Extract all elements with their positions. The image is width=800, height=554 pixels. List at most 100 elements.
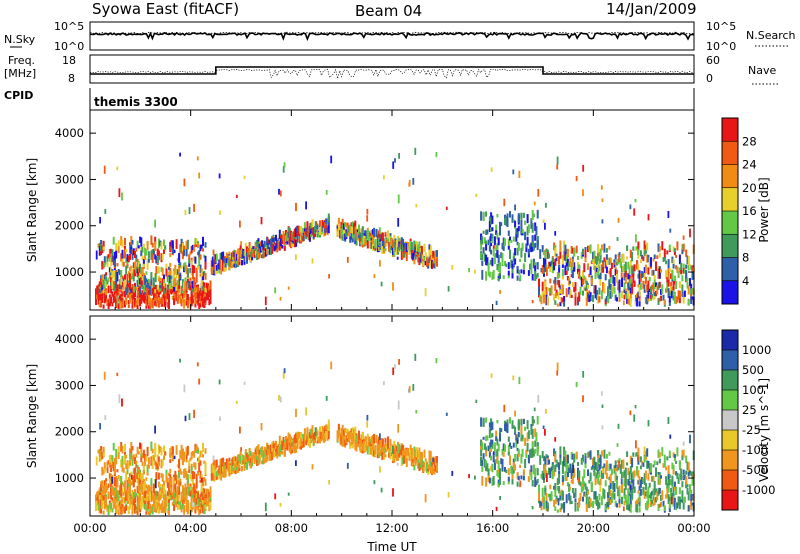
velocity-cell (678, 487, 681, 495)
power-cell (165, 291, 168, 299)
velocity-cell (238, 465, 241, 469)
power-cell (98, 246, 101, 252)
velocity-cell (341, 424, 344, 433)
power-ylabel: Slant Range [km] (25, 158, 39, 262)
power-cell (451, 264, 454, 270)
power-cell (516, 247, 519, 256)
power-cell (339, 227, 342, 231)
velocity-cell (628, 480, 631, 487)
velocity-cell (588, 500, 591, 509)
velocity-cell (117, 446, 120, 453)
velocity-cell (98, 506, 101, 513)
power-cell (370, 230, 373, 239)
velocity-cell (103, 468, 106, 473)
velocity-cell (573, 453, 576, 463)
velocity-cell (647, 460, 650, 469)
power-cell (426, 257, 428, 267)
velocity-cell (545, 500, 548, 509)
power-cell (550, 285, 553, 295)
velocity-cell (173, 503, 176, 512)
power-cell (530, 242, 533, 253)
power-cell (556, 164, 559, 170)
power-cell (100, 250, 103, 255)
power-cell (639, 259, 642, 264)
power-cell (96, 292, 99, 300)
velocity-cell (330, 361, 333, 370)
velocity-cell (100, 505, 103, 514)
velocity-cell (631, 457, 634, 468)
velocity-cell (348, 431, 350, 439)
power-cell (112, 294, 115, 304)
power-cell (207, 294, 209, 300)
velocity-cell (402, 444, 405, 455)
power-cell (183, 178, 186, 187)
velocity-cell (651, 490, 654, 496)
power-cell (549, 287, 552, 295)
velocity-cell (535, 480, 538, 486)
colorbar-segment (722, 164, 738, 188)
power-cell (321, 219, 324, 225)
power-cell (673, 291, 676, 295)
velocity-cell (602, 473, 605, 479)
velocity-cell (191, 492, 194, 499)
power-cell (112, 280, 115, 289)
velocity-cell (600, 496, 603, 506)
velocity-cell (98, 448, 101, 456)
velocity-cell (497, 460, 500, 469)
power-cell (366, 208, 369, 215)
power-cell (188, 280, 191, 289)
velocity-cell (483, 443, 486, 450)
freq-unit-label: [MHz] (4, 67, 36, 80)
velocity-cell (290, 447, 293, 454)
power-cell (418, 257, 421, 266)
velocity-cell (125, 505, 128, 511)
velocity-cell (541, 497, 544, 503)
power-cell (675, 254, 678, 258)
power-cell (378, 237, 381, 245)
velocity-cell (260, 423, 263, 431)
power-cell (149, 297, 152, 303)
velocity-cell (588, 496, 591, 500)
velocity-cell (614, 500, 617, 507)
power-cell (608, 257, 611, 265)
power-cell (157, 275, 160, 279)
velocity-cell (168, 482, 170, 492)
velocity-cell (652, 475, 655, 482)
velocity-cell (189, 457, 192, 462)
power-cell (170, 280, 173, 288)
velocity-cell (631, 489, 634, 500)
power-cell (129, 253, 131, 260)
power-cell (287, 227, 290, 237)
velocity-cell (417, 459, 420, 469)
velocity-cell (546, 458, 549, 465)
velocity-cell (634, 507, 637, 512)
velocity-cell (204, 478, 207, 486)
velocity-cell (118, 505, 121, 510)
power-cell (168, 296, 170, 305)
velocity-cell (186, 506, 189, 515)
power-cell (637, 264, 640, 272)
velocity-cell (173, 485, 175, 493)
velocity-cell (141, 482, 144, 487)
velocity-cell (186, 445, 189, 456)
velocity-cell (202, 442, 204, 453)
velocity-cell (201, 477, 203, 483)
velocity-cell (536, 415, 539, 425)
velocity-cell (548, 493, 550, 498)
power-cell (594, 269, 597, 278)
velocity-cell (200, 491, 203, 497)
power-cell (618, 289, 621, 296)
power-cell (532, 213, 535, 218)
velocity-cell (593, 491, 596, 500)
velocity-cell (154, 503, 157, 508)
power-cell (549, 266, 552, 272)
velocity-cell (488, 422, 491, 429)
velocity-cell (516, 481, 519, 487)
power-cell (660, 295, 662, 301)
power-cell (638, 301, 641, 307)
velocity-cell (595, 473, 598, 479)
velocity-cell (687, 505, 690, 512)
power-cell (597, 244, 600, 250)
velocity-cell (126, 460, 129, 468)
velocity-cell (132, 475, 135, 483)
